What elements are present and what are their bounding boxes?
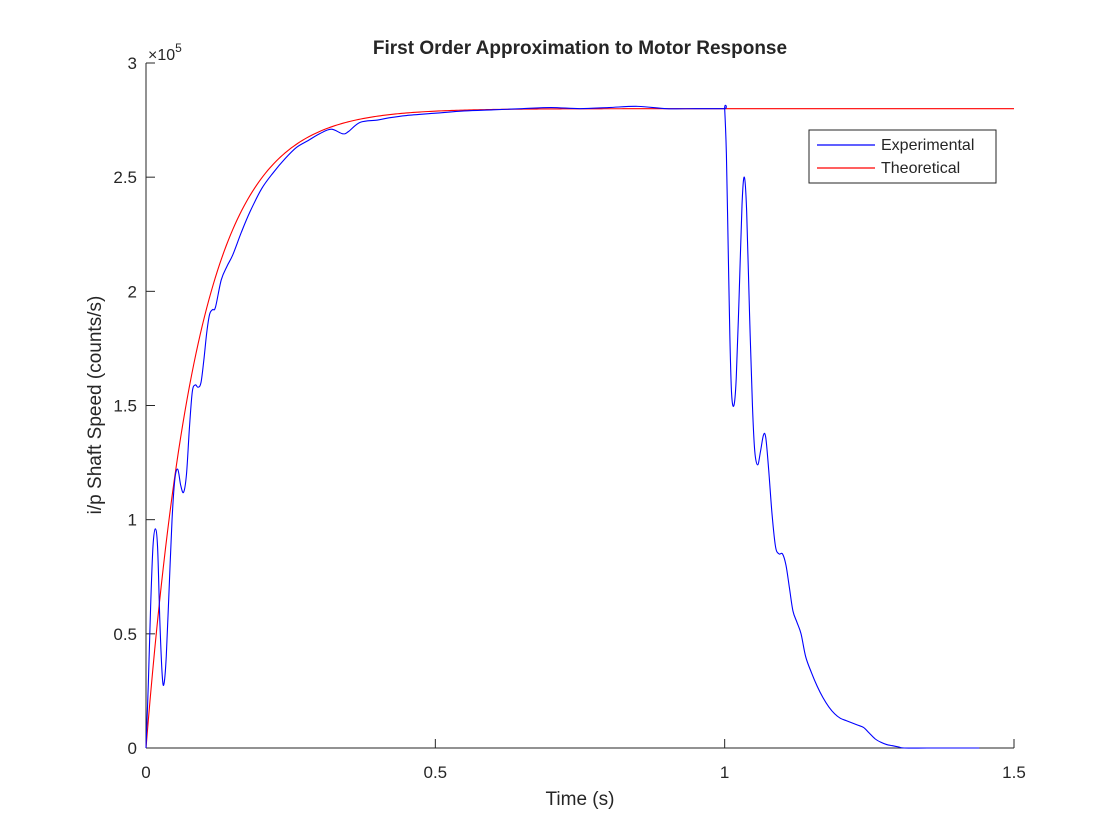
y-axis-exponent: ×105 <box>148 41 182 64</box>
y-tick-label: 0.5 <box>113 625 137 644</box>
legend-label-theoretical: Theoretical <box>881 160 960 177</box>
y-tick-label: 1.5 <box>113 397 137 416</box>
y-tick-label: 2 <box>128 282 137 301</box>
y-exponent-base: ×10 <box>148 47 175 64</box>
legend-box <box>808 129 997 184</box>
y-tick-label: 2.5 <box>113 168 137 187</box>
x-tick-label: 0.5 <box>424 763 448 782</box>
y-axis-ticks: 0 0.5 1 1.5 2 2.5 3 <box>113 54 155 758</box>
x-axis-ticks: 0 0.5 1 1.5 <box>141 739 1026 782</box>
plot-area <box>145 104 1014 749</box>
x-tick-label: 1.5 <box>1002 763 1026 782</box>
y-tick-label: 1 <box>128 511 137 530</box>
y-exponent-power: 5 <box>175 41 182 55</box>
series-line-experimental <box>145 104 980 749</box>
legend-label-experimental: Experimental <box>881 137 974 154</box>
y-tick-label: 0 <box>128 739 137 758</box>
y-tick-label: 3 <box>128 54 137 73</box>
y-axis-label: i/p Shaft Speed (counts/s) <box>85 296 106 515</box>
x-tick-label: 0 <box>141 763 150 782</box>
legend: Experimental Theoretical <box>808 129 997 184</box>
x-tick-label: 1 <box>720 763 729 782</box>
x-axis-label: Time (s) <box>546 789 615 810</box>
chart-title: First Order Approximation to Motor Respo… <box>373 38 787 59</box>
